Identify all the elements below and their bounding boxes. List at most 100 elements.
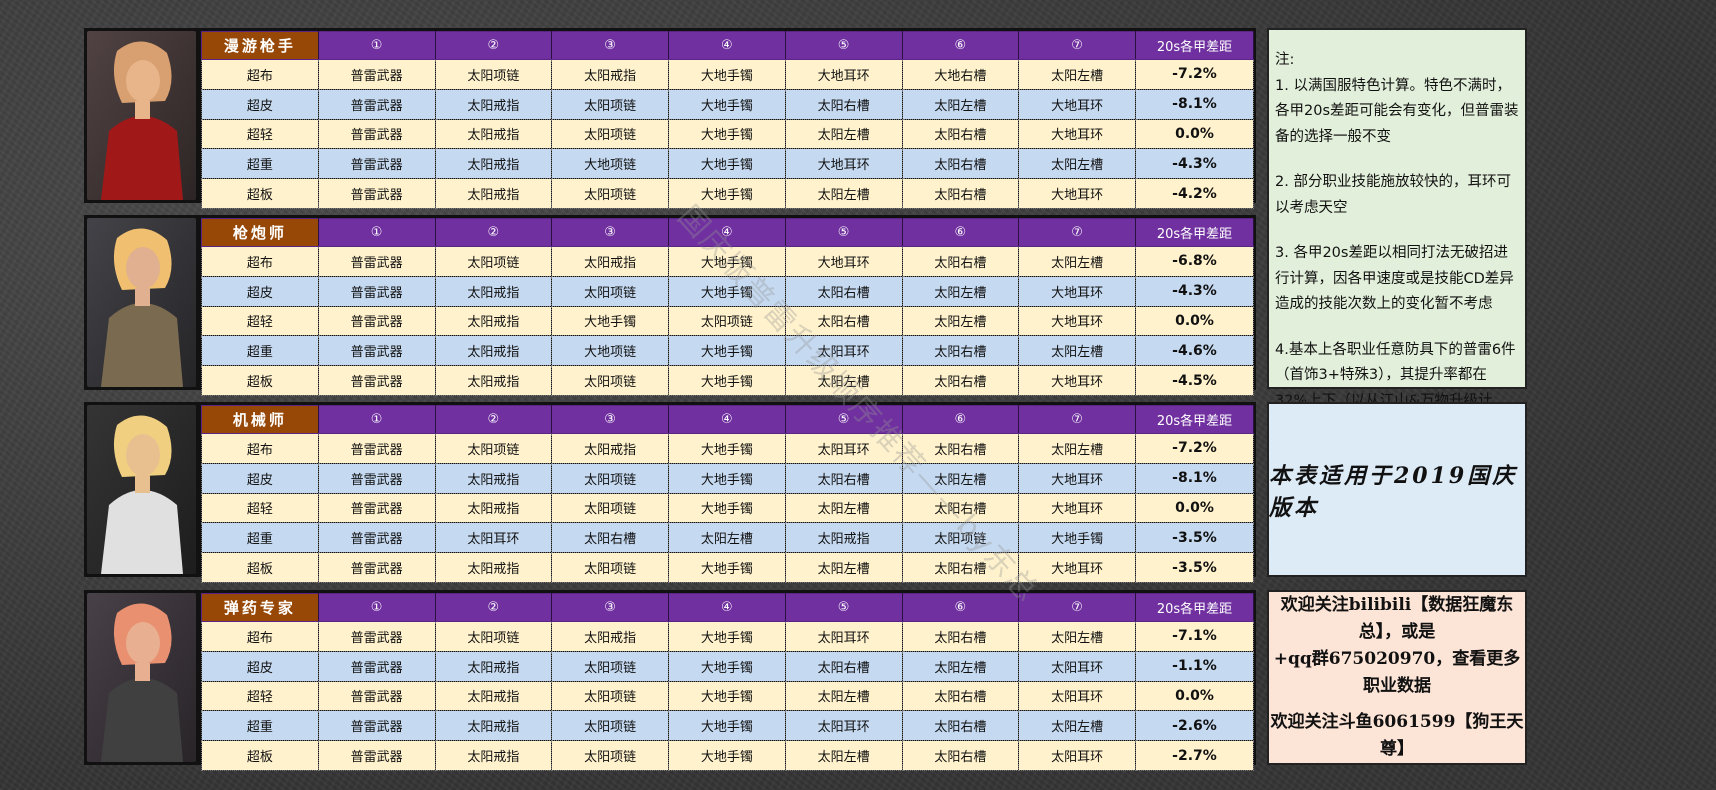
header-slot: ⑤: [784, 593, 903, 622]
equipment-table: 漫游枪手 ① ② ③ ④ ⑤ ⑥ ⑦ 20s各甲差距 超布 普雷武器 太阳项链 太阳戒指 大地手镯 大地耳环…: [201, 31, 1254, 209]
follow-line-2: +qq群675020970，查看更多职业数据: [1273, 649, 1521, 696]
table-row: 超皮 普雷武器 太阳戒指 太阳项链 大地手镯 太阳右槽 太阳左槽 太阳耳环 -1.1%: [201, 650, 1254, 682]
equipment-cell: 太阳右槽: [784, 305, 903, 337]
gap-value: -6.8%: [1135, 246, 1254, 277]
table-row: 超板 普雷武器 太阳戒指 太阳项链 大地手镯 太阳左槽 太阳右槽 大地耳环 -4.2%: [201, 178, 1254, 209]
job-name: 枪炮师: [201, 218, 319, 247]
table-row: 超重 普雷武器 太阳戒指 太阳项链 大地手镯 太阳耳环 太阳右槽 太阳左槽 -2.6%: [201, 710, 1254, 742]
equipment-cell: 普雷武器: [317, 88, 436, 120]
table-row: 超重 普雷武器 太阳戒指 大地项链 大地手镯 大地耳环 太阳右槽 太阳左槽 -4.3%: [201, 148, 1254, 180]
equipment-cell: 太阳左槽: [784, 552, 903, 583]
equipment-cell: 大地手镯: [668, 680, 786, 712]
equipment-cell: 太阳项链: [551, 492, 669, 524]
gap-value: 0.0%: [1135, 680, 1254, 712]
equipment-cell: 大地手镯: [668, 148, 786, 180]
equipment-cell: 大地项链: [551, 335, 669, 367]
header-slot: ⑤: [784, 405, 903, 434]
table-row: 超皮 普雷武器 太阳戒指 太阳项链 大地手镯 太阳右槽 太阳左槽 大地耳环 -8.1%: [201, 88, 1254, 120]
header-slot: ④: [668, 218, 786, 247]
equipment-cell: 大地耳环: [1018, 552, 1136, 583]
note-1: 1. 以满国服特色计算。特色不满时，各甲20s差距可能会有变化，但普雷装备的选择…: [1275, 77, 1519, 145]
table-row: 超皮 普雷武器 太阳戒指 太阳项链 大地手镯 太阳右槽 太阳左槽 大地耳环 -8.1%: [201, 462, 1254, 494]
header-slot: ⑥: [901, 31, 1020, 60]
equipment-cell: 大地耳环: [1018, 365, 1136, 396]
equipment-cell: 大地手镯: [668, 178, 786, 209]
equipment-cell: 大地手镯: [668, 650, 786, 682]
equipment-cell: 普雷武器: [317, 275, 436, 307]
equipment-cell: 大地手镯: [668, 335, 786, 367]
table-row: 超板 普雷武器 太阳戒指 太阳项链 大地手镯 太阳左槽 太阳右槽 太阳耳环 -2.7%: [201, 740, 1254, 771]
equipment-cell: 大地耳环: [1018, 88, 1136, 120]
equipment-cell: 太阳项链: [901, 522, 1020, 554]
equipment-cell: 太阳右槽: [901, 246, 1020, 277]
equipment-cell: 太阳耳环: [1018, 740, 1136, 771]
table-row: 超布 普雷武器 太阳项链 太阳戒指 大地手镯 大地耳环 太阳右槽 太阳左槽 -6.8%: [201, 246, 1254, 277]
equipment-cell: 太阳项链: [434, 621, 553, 652]
equipment-cell: 太阳左槽: [901, 462, 1020, 494]
gap-value: -4.5%: [1135, 365, 1254, 396]
equipment-cell: 大地手镯: [668, 621, 786, 652]
equipment-cell: 太阳左槽: [901, 305, 1020, 337]
equipment-cell: 太阳戒指: [434, 710, 553, 742]
equipment-cell: 普雷武器: [317, 365, 436, 396]
equipment-cell: 太阳项链: [551, 118, 669, 150]
job-block: 机械师 ① ② ③ ④ ⑤ ⑥ ⑦ 20s各甲差距 超布 普雷武器 太阳项链 太阳戒指 大地手镯 太阳耳环太…: [84, 402, 1256, 583]
equipment-cell: 大地手镯: [1018, 522, 1136, 554]
equipment-cell: 大地耳环: [784, 59, 903, 90]
equipment-cell: 太阳右槽: [784, 275, 903, 307]
equipment-cell: 太阳项链: [551, 650, 669, 682]
armor-type: 超布: [201, 433, 319, 464]
header-slot: ①: [317, 218, 436, 247]
gap-value: -8.1%: [1135, 462, 1254, 494]
equipment-cell: 太阳戒指: [434, 335, 553, 367]
armor-type: 超轻: [201, 680, 319, 712]
header-slot: ⑥: [901, 218, 1020, 247]
equipment-cell: 太阳左槽: [784, 680, 903, 712]
equipment-cell: 大地手镯: [668, 552, 786, 583]
equipment-cell: 太阳右槽: [901, 552, 1020, 583]
header-slot: ②: [434, 218, 553, 247]
armor-type: 超板: [201, 365, 319, 396]
armor-type: 超轻: [201, 492, 319, 524]
equipment-cell: 太阳耳环: [784, 335, 903, 367]
equipment-cell: 太阳左槽: [901, 275, 1020, 307]
table-row: 超布 普雷武器 太阳项链 太阳戒指 大地手镯 大地耳环 大地右槽 太阳左槽 -7.2%: [201, 59, 1254, 90]
equipment-cell: 普雷武器: [317, 335, 436, 367]
equipment-cell: 大地手镯: [668, 59, 786, 90]
equipment-cell: 大地手镯: [668, 462, 786, 494]
header-slot: ③: [551, 405, 669, 434]
equipment-cell: 普雷武器: [317, 118, 436, 150]
equipment-cell: 普雷武器: [317, 59, 436, 90]
equipment-cell: 太阳戒指: [434, 650, 553, 682]
equipment-cell: 太阳右槽: [551, 522, 669, 554]
gap-value: 0.0%: [1135, 118, 1254, 150]
table-row: 超板 普雷武器 太阳戒指 太阳项链 大地手镯 太阳左槽 太阳右槽 大地耳环 -3.5%: [201, 552, 1254, 583]
equipment-cell: 大地手镯: [668, 118, 786, 150]
equipment-cell: 太阳戒指: [434, 462, 553, 494]
follow-panel: 欢迎关注bilibili【数据狂魔东总】，或是 +qq群675020970，查看…: [1267, 590, 1527, 765]
equipment-cell: 太阳右槽: [784, 88, 903, 120]
notes-panel: 注: 1. 以满国服特色计算。特色不满时，各甲20s差距可能会有变化，但普雷装备…: [1267, 28, 1527, 460]
gap-value: -4.3%: [1135, 275, 1254, 307]
gap-value: -4.2%: [1135, 178, 1254, 209]
equipment-cell: 太阳戒指: [434, 178, 553, 209]
header-slot: ②: [434, 593, 553, 622]
header-slot: ①: [317, 405, 436, 434]
header-slot: ⑦: [1018, 405, 1136, 434]
equipment-cell: 太阳戒指: [434, 148, 553, 180]
equipment-cell: 普雷武器: [317, 492, 436, 524]
equipment-cell: 大地手镯: [668, 433, 786, 464]
header-gap: 20s各甲差距: [1135, 593, 1254, 622]
equipment-cell: 普雷武器: [317, 305, 436, 337]
header-slot: ③: [551, 218, 669, 247]
follow-line-1: 欢迎关注bilibili【数据狂魔东总】，或是: [1280, 595, 1514, 642]
equipment-cell: 太阳戒指: [434, 365, 553, 396]
table-row: 超轻 普雷武器 太阳戒指 太阳项链 大地手镯 太阳左槽 太阳右槽 太阳耳环 0.0%: [201, 680, 1254, 712]
gap-value: -7.1%: [1135, 621, 1254, 652]
header-slot: ⑥: [901, 593, 1020, 622]
equipment-cell: 太阳左槽: [901, 650, 1020, 682]
equipment-table: 枪炮师 ① ② ③ ④ ⑤ ⑥ ⑦ 20s各甲差距 超布 普雷武器 太阳项链 太阳戒指 大地手镯 大地耳环太…: [201, 218, 1254, 396]
header-slot: ②: [434, 31, 553, 60]
equipment-cell: 太阳项链: [551, 552, 669, 583]
equipment-cell: 太阳戒指: [551, 246, 669, 277]
